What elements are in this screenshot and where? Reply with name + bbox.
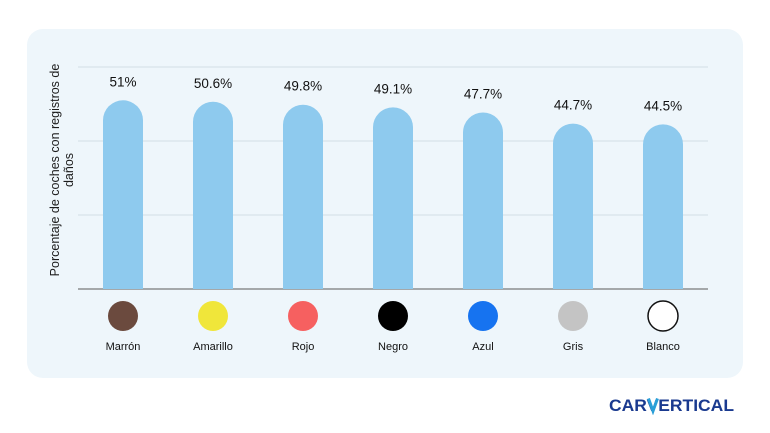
bar-5 xyxy=(463,112,503,289)
category-labels: Marrón Amarillo Rojo Negro Azul Gris Blanco xyxy=(106,341,680,353)
color-swatch xyxy=(558,301,588,331)
value-label: 50.6% xyxy=(194,76,232,91)
bar-4 xyxy=(373,107,413,289)
value-label: 44.5% xyxy=(644,98,682,113)
color-swatch xyxy=(468,301,498,331)
bar-6 xyxy=(553,123,593,289)
value-label: 44.7% xyxy=(554,98,592,113)
value-label: 49.8% xyxy=(284,79,322,94)
bar-7 xyxy=(643,124,683,289)
svg-text:CARVERTICAL: CARVERTICAL xyxy=(609,397,734,415)
category-label: Marrón xyxy=(106,341,141,353)
color-swatches xyxy=(108,300,679,332)
category-label: Blanco xyxy=(646,341,680,353)
value-label: 47.7% xyxy=(464,87,502,102)
category-label: Azul xyxy=(472,341,493,353)
color-swatch xyxy=(378,301,408,331)
bar-3 xyxy=(283,104,323,290)
carvertical-logo: CARVERTICAL xyxy=(609,397,734,415)
bars xyxy=(103,100,683,290)
value-label: 49.1% xyxy=(374,81,412,96)
category-label: Amarillo xyxy=(193,341,233,353)
color-swatch xyxy=(288,301,318,331)
bar-2 xyxy=(193,101,233,290)
value-label: 51% xyxy=(109,74,136,89)
color-swatch xyxy=(108,301,138,331)
category-label: Negro xyxy=(378,341,408,353)
category-label: Gris xyxy=(563,341,584,353)
value-labels: 51% 50.6% 49.8% 49.1% 47.7% 44.7% 44.5% xyxy=(109,74,682,113)
color-swatch xyxy=(198,301,228,331)
bar-1 xyxy=(103,100,143,289)
color-swatch xyxy=(647,300,679,332)
category-label: Rojo xyxy=(292,341,315,353)
